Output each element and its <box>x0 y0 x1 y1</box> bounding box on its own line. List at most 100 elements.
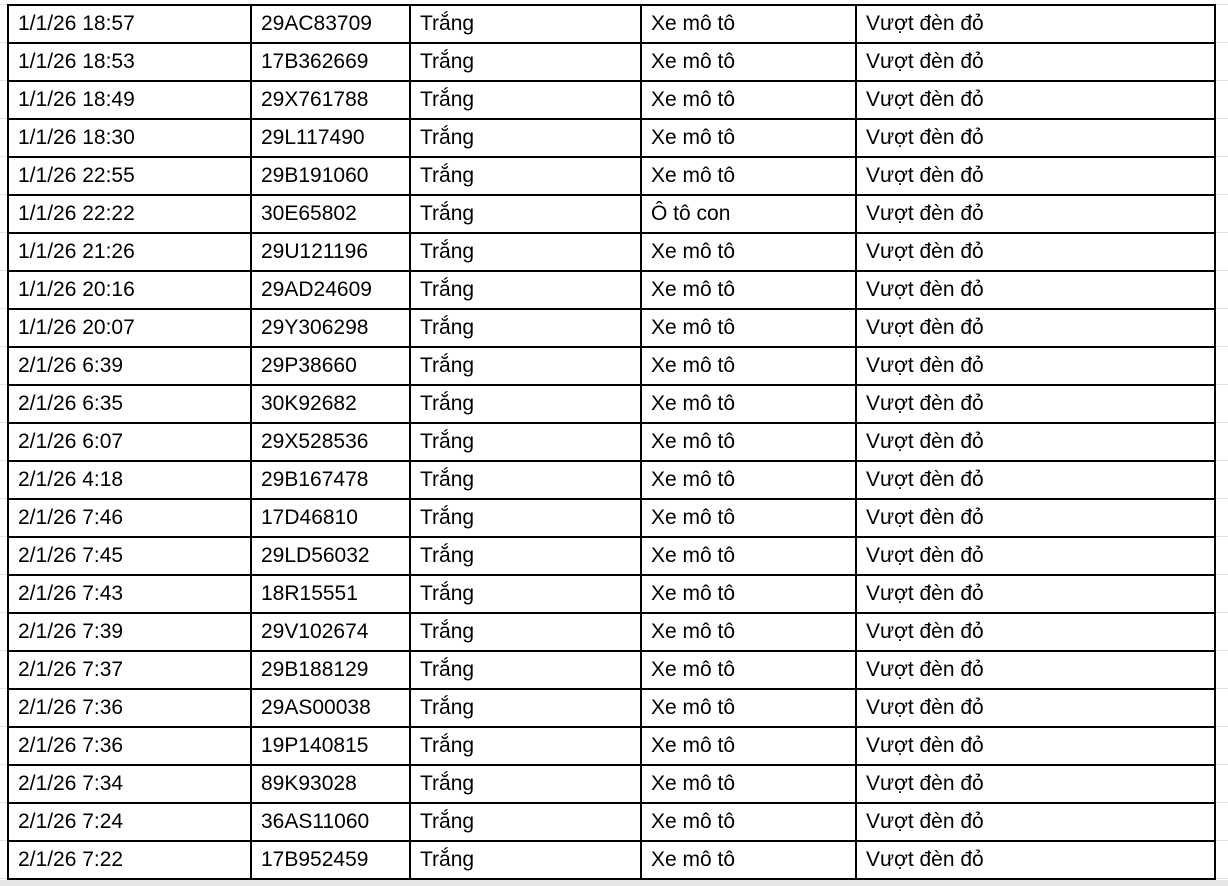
cell-vehicle-type[interactable]: Xe mô tô <box>640 764 857 804</box>
cell-violation[interactable]: Vượt đèn đỏ <box>855 346 1216 386</box>
cell-datetime[interactable]: 1/1/26 21:26 <box>7 232 252 272</box>
cell-vehicle-type[interactable]: Xe mô tô <box>640 536 857 576</box>
cell-datetime[interactable]: 1/1/26 22:55 <box>7 156 252 196</box>
cell-datetime[interactable]: 2/1/26 4:18 <box>7 460 252 500</box>
cell-color[interactable]: Trắng <box>409 42 642 82</box>
cell-color[interactable]: Trắng <box>409 384 642 424</box>
cell-plate[interactable]: 29X528536 <box>250 422 411 462</box>
cell-violation[interactable]: Vượt đèn đỏ <box>855 726 1216 766</box>
cell-datetime[interactable]: 1/1/26 18:53 <box>7 42 252 82</box>
cell-plate[interactable]: 29L117490 <box>250 118 411 158</box>
cell-vehicle-type[interactable]: Xe mô tô <box>640 4 857 44</box>
cell-violation[interactable]: Vượt đèn đỏ <box>855 232 1216 272</box>
cell-vehicle-type[interactable]: Xe mô tô <box>640 118 857 158</box>
cell-datetime[interactable]: 2/1/26 7:43 <box>7 574 252 614</box>
cell-plate[interactable]: 36AS11060 <box>250 802 411 842</box>
cell-datetime[interactable]: 2/1/26 6:35 <box>7 384 252 424</box>
cell-color[interactable]: Trắng <box>409 840 642 880</box>
cell-vehicle-type[interactable]: Xe mô tô <box>640 232 857 272</box>
cell-datetime[interactable]: 1/1/26 18:30 <box>7 118 252 158</box>
cell-violation[interactable]: Vượt đèn đỏ <box>855 764 1216 804</box>
cell-violation[interactable]: Vượt đèn đỏ <box>855 612 1216 652</box>
cell-plate[interactable]: 30E65802 <box>250 194 411 234</box>
cell-vehicle-type[interactable]: Xe mô tô <box>640 42 857 82</box>
cell-color[interactable]: Trắng <box>409 4 642 44</box>
cell-violation[interactable]: Vượt đèn đỏ <box>855 498 1216 538</box>
cell-color[interactable]: Trắng <box>409 308 642 348</box>
cell-datetime[interactable]: 2/1/26 7:37 <box>7 650 252 690</box>
cell-vehicle-type[interactable]: Xe mô tô <box>640 460 857 500</box>
cell-plate[interactable]: 19P140815 <box>250 726 411 766</box>
cell-color[interactable]: Trắng <box>409 498 642 538</box>
cell-vehicle-type[interactable]: Xe mô tô <box>640 650 857 690</box>
cell-color[interactable]: Trắng <box>409 764 642 804</box>
cell-violation[interactable]: Vượt đèn đỏ <box>855 270 1216 310</box>
cell-vehicle-type[interactable]: Xe mô tô <box>640 346 857 386</box>
cell-vehicle-type[interactable]: Xe mô tô <box>640 308 857 348</box>
cell-violation[interactable]: Vượt đèn đỏ <box>855 650 1216 690</box>
cell-plate[interactable]: 29Y306298 <box>250 308 411 348</box>
cell-plate[interactable]: 29V102674 <box>250 612 411 652</box>
cell-datetime[interactable]: 2/1/26 7:34 <box>7 764 252 804</box>
cell-color[interactable]: Trắng <box>409 270 642 310</box>
cell-color[interactable]: Trắng <box>409 80 642 120</box>
cell-plate[interactable]: 30K92682 <box>250 384 411 424</box>
cell-datetime[interactable]: 1/1/26 20:07 <box>7 308 252 348</box>
cell-violation[interactable]: Vượt đèn đỏ <box>855 802 1216 842</box>
cell-plate[interactable]: 29LD56032 <box>250 536 411 576</box>
cell-plate[interactable]: 17D46810 <box>250 498 411 538</box>
cell-violation[interactable]: Vượt đèn đỏ <box>855 688 1216 728</box>
cell-plate[interactable]: 29B191060 <box>250 156 411 196</box>
cell-datetime[interactable]: 1/1/26 18:49 <box>7 80 252 120</box>
cell-plate[interactable]: 29B167478 <box>250 460 411 500</box>
cell-vehicle-type[interactable]: Xe mô tô <box>640 498 857 538</box>
cell-plate[interactable]: 29AC83709 <box>250 4 411 44</box>
cell-color[interactable]: Trắng <box>409 156 642 196</box>
cell-datetime[interactable]: 2/1/26 7:46 <box>7 498 252 538</box>
cell-violation[interactable]: Vượt đèn đỏ <box>855 156 1216 196</box>
cell-violation[interactable]: Vượt đèn đỏ <box>855 422 1216 462</box>
cell-color[interactable]: Trắng <box>409 422 642 462</box>
cell-violation[interactable]: Vượt đèn đỏ <box>855 4 1216 44</box>
cell-vehicle-type[interactable]: Xe mô tô <box>640 612 857 652</box>
cell-datetime[interactable]: 2/1/26 7:36 <box>7 688 252 728</box>
cell-color[interactable]: Trắng <box>409 194 642 234</box>
cell-vehicle-type[interactable]: Xe mô tô <box>640 384 857 424</box>
cell-violation[interactable]: Vượt đèn đỏ <box>855 194 1216 234</box>
cell-plate[interactable]: 29P38660 <box>250 346 411 386</box>
cell-datetime[interactable]: 2/1/26 7:45 <box>7 536 252 576</box>
cell-color[interactable]: Trắng <box>409 118 642 158</box>
cell-vehicle-type[interactable]: Xe mô tô <box>640 156 857 196</box>
cell-datetime[interactable]: 2/1/26 6:07 <box>7 422 252 462</box>
cell-violation[interactable]: Vượt đèn đỏ <box>855 840 1216 880</box>
cell-color[interactable]: Trắng <box>409 688 642 728</box>
cell-plate[interactable]: 89K93028 <box>250 764 411 804</box>
cell-color[interactable]: Trắng <box>409 612 642 652</box>
cell-plate[interactable]: 29U121196 <box>250 232 411 272</box>
cell-plate[interactable]: 18R15551 <box>250 574 411 614</box>
cell-violation[interactable]: Vượt đèn đỏ <box>855 42 1216 82</box>
cell-color[interactable]: Trắng <box>409 346 642 386</box>
cell-datetime[interactable]: 2/1/26 7:22 <box>7 840 252 880</box>
cell-color[interactable]: Trắng <box>409 574 642 614</box>
cell-vehicle-type[interactable]: Xe mô tô <box>640 270 857 310</box>
cell-color[interactable]: Trắng <box>409 232 642 272</box>
cell-datetime[interactable]: 2/1/26 7:36 <box>7 726 252 766</box>
cell-vehicle-type[interactable]: Xe mô tô <box>640 688 857 728</box>
cell-violation[interactable]: Vượt đèn đỏ <box>855 308 1216 348</box>
cell-vehicle-type[interactable]: Xe mô tô <box>640 422 857 462</box>
cell-datetime[interactable]: 2/1/26 7:39 <box>7 612 252 652</box>
cell-plate[interactable]: 17B952459 <box>250 840 411 880</box>
cell-vehicle-type[interactable]: Xe mô tô <box>640 840 857 880</box>
cell-datetime[interactable]: 1/1/26 20:16 <box>7 270 252 310</box>
cell-violation[interactable]: Vượt đèn đỏ <box>855 460 1216 500</box>
cell-vehicle-type[interactable]: Xe mô tô <box>640 80 857 120</box>
cell-datetime[interactable]: 1/1/26 18:57 <box>7 4 252 44</box>
cell-vehicle-type[interactable]: Xe mô tô <box>640 802 857 842</box>
cell-color[interactable]: Trắng <box>409 536 642 576</box>
cell-violation[interactable]: Vượt đèn đỏ <box>855 384 1216 424</box>
cell-violation[interactable]: Vượt đèn đỏ <box>855 80 1216 120</box>
cell-datetime[interactable]: 2/1/26 6:39 <box>7 346 252 386</box>
cell-datetime[interactable]: 1/1/26 22:22 <box>7 194 252 234</box>
cell-plate[interactable]: 29B188129 <box>250 650 411 690</box>
